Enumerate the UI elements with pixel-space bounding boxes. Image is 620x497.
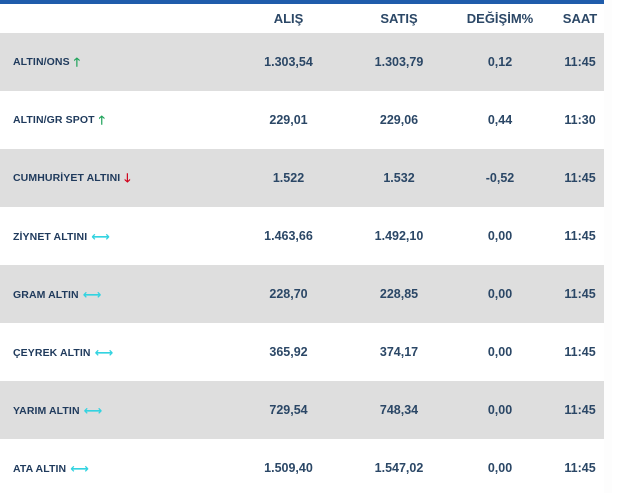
update-time: 11:45 — [548, 207, 612, 265]
update-time: 11:45 — [548, 323, 612, 381]
sell-price: 374,17 — [346, 323, 452, 381]
update-time: 11:45 — [548, 439, 612, 497]
gold-price-widget: ALIŞ SATIŞ DEĞİŞİM% SAAT ALTIN/ONS 🡑 1.303… — [0, 0, 612, 493]
sell-price: 748,34 — [346, 381, 452, 439]
arrow-up-icon: 🡑 — [98, 113, 105, 127]
buy-price: 1.303,54 — [231, 33, 346, 91]
instrument-cell[interactable]: ALTIN/ONS 🡑 — [0, 33, 231, 91]
instrument-cell[interactable]: ATA ALTIN ⟷ — [0, 439, 231, 497]
table-row[interactable]: YARIM ALTIN ⟷ 729,54 748,34 0,00 11:45 — [0, 381, 612, 439]
change-percent: 0,00 — [452, 265, 548, 323]
arrow-left-right-icon: ⟷ — [70, 460, 89, 476]
buy-price: 729,54 — [231, 381, 346, 439]
table-row[interactable]: ALTIN/GR SPOT 🡑 229,01 229,06 0,44 11:30 — [0, 91, 612, 149]
change-percent: 0,44 — [452, 91, 548, 149]
change-percent: 0,00 — [452, 207, 548, 265]
top-accent-bar — [0, 0, 612, 4]
instrument-name[interactable]: GRAM ALTIN — [13, 288, 79, 301]
update-time: 11:30 — [548, 91, 612, 149]
gold-price-table: ALIŞ SATIŞ DEĞİŞİM% SAAT ALTIN/ONS 🡑 1.303… — [0, 4, 612, 497]
header-name — [0, 4, 231, 33]
change-percent: 0,00 — [452, 323, 548, 381]
change-percent: 0,00 — [452, 439, 548, 497]
instrument-name[interactable]: CUMHURİYET ALTINI — [13, 172, 121, 184]
table-row[interactable]: ATA ALTIN ⟷ 1.509,40 1.547,02 0,00 11:45 — [0, 439, 612, 497]
instrument-cell[interactable]: YARIM ALTIN ⟷ — [0, 381, 231, 439]
update-time: 11:45 — [548, 265, 612, 323]
update-time: 11:45 — [548, 149, 612, 207]
instrument-cell[interactable]: ZİYNET ALTINI ⟷ — [0, 207, 231, 265]
change-percent: 0,12 — [452, 33, 548, 91]
scrollbar-track[interactable] — [604, 0, 612, 493]
table-row[interactable]: GRAM ALTIN ⟷ 228,70 228,85 0,00 11:45 — [0, 265, 612, 323]
table-row[interactable]: ZİYNET ALTINI ⟷ 1.463,66 1.492,10 0,00 11:45 — [0, 207, 612, 265]
table-row[interactable]: ÇEYREK ALTIN ⟷ 365,92 374,17 0,00 11:45 — [0, 323, 612, 381]
buy-price: 1.509,40 — [231, 439, 346, 497]
buy-price: 1.463,66 — [231, 207, 346, 265]
table-body: ALTIN/ONS 🡑 1.303,54 1.303,79 0,12 11:45 ALTIN… — [0, 33, 612, 497]
header-time: SAAT — [548, 4, 612, 33]
instrument-cell[interactable]: ALTIN/GR SPOT 🡑 — [0, 91, 231, 149]
update-time: 11:45 — [548, 381, 612, 439]
header-buy: ALIŞ — [231, 4, 346, 33]
sell-price: 229,06 — [346, 91, 452, 149]
arrow-up-icon: 🡑 — [73, 55, 81, 69]
sell-price: 228,85 — [346, 265, 452, 323]
buy-price: 229,01 — [231, 91, 346, 149]
sell-price: 1.492,10 — [346, 207, 452, 265]
instrument-name[interactable]: ÇEYREK ALTIN — [13, 346, 91, 359]
table-row[interactable]: ALTIN/ONS 🡑 1.303,54 1.303,79 0,12 11:45 — [0, 33, 612, 91]
update-time: 11:45 — [548, 33, 612, 91]
instrument-cell[interactable]: GRAM ALTIN ⟷ — [0, 265, 231, 323]
header-sell: SATIŞ — [346, 4, 452, 33]
change-percent: 0,00 — [452, 381, 548, 439]
table-row[interactable]: CUMHURİYET ALTINI 🡓 1.522 1.532 -0,52 11:45 — [0, 149, 612, 207]
change-percent: -0,52 — [452, 149, 548, 207]
arrow-down-icon: 🡓 — [124, 171, 131, 185]
sell-price: 1.532 — [346, 149, 452, 207]
instrument-name[interactable]: ATA ALTIN — [13, 462, 67, 475]
sell-price: 1.303,79 — [346, 33, 452, 91]
instrument-cell[interactable]: CUMHURİYET ALTINI 🡓 — [0, 149, 231, 207]
instrument-name[interactable]: ZİYNET ALTINI — [13, 230, 88, 243]
instrument-name[interactable]: YARIM ALTIN — [13, 404, 80, 417]
arrow-left-right-icon: ⟷ — [94, 344, 114, 360]
arrow-left-right-icon: ⟷ — [91, 228, 110, 244]
table-header: ALIŞ SATIŞ DEĞİŞİM% SAAT — [0, 4, 612, 33]
instrument-name[interactable]: ALTIN/ONS — [13, 56, 70, 68]
buy-price: 365,92 — [231, 323, 346, 381]
sell-price: 1.547,02 — [346, 439, 452, 497]
buy-price: 1.522 — [231, 149, 346, 207]
buy-price: 228,70 — [231, 265, 346, 323]
arrow-left-right-icon: ⟷ — [83, 402, 103, 418]
instrument-name[interactable]: ALTIN/GR SPOT — [13, 114, 95, 126]
arrow-left-right-icon: ⟷ — [82, 286, 102, 302]
header-change: DEĞİŞİM% — [452, 4, 548, 33]
instrument-cell[interactable]: ÇEYREK ALTIN ⟷ — [0, 323, 231, 381]
